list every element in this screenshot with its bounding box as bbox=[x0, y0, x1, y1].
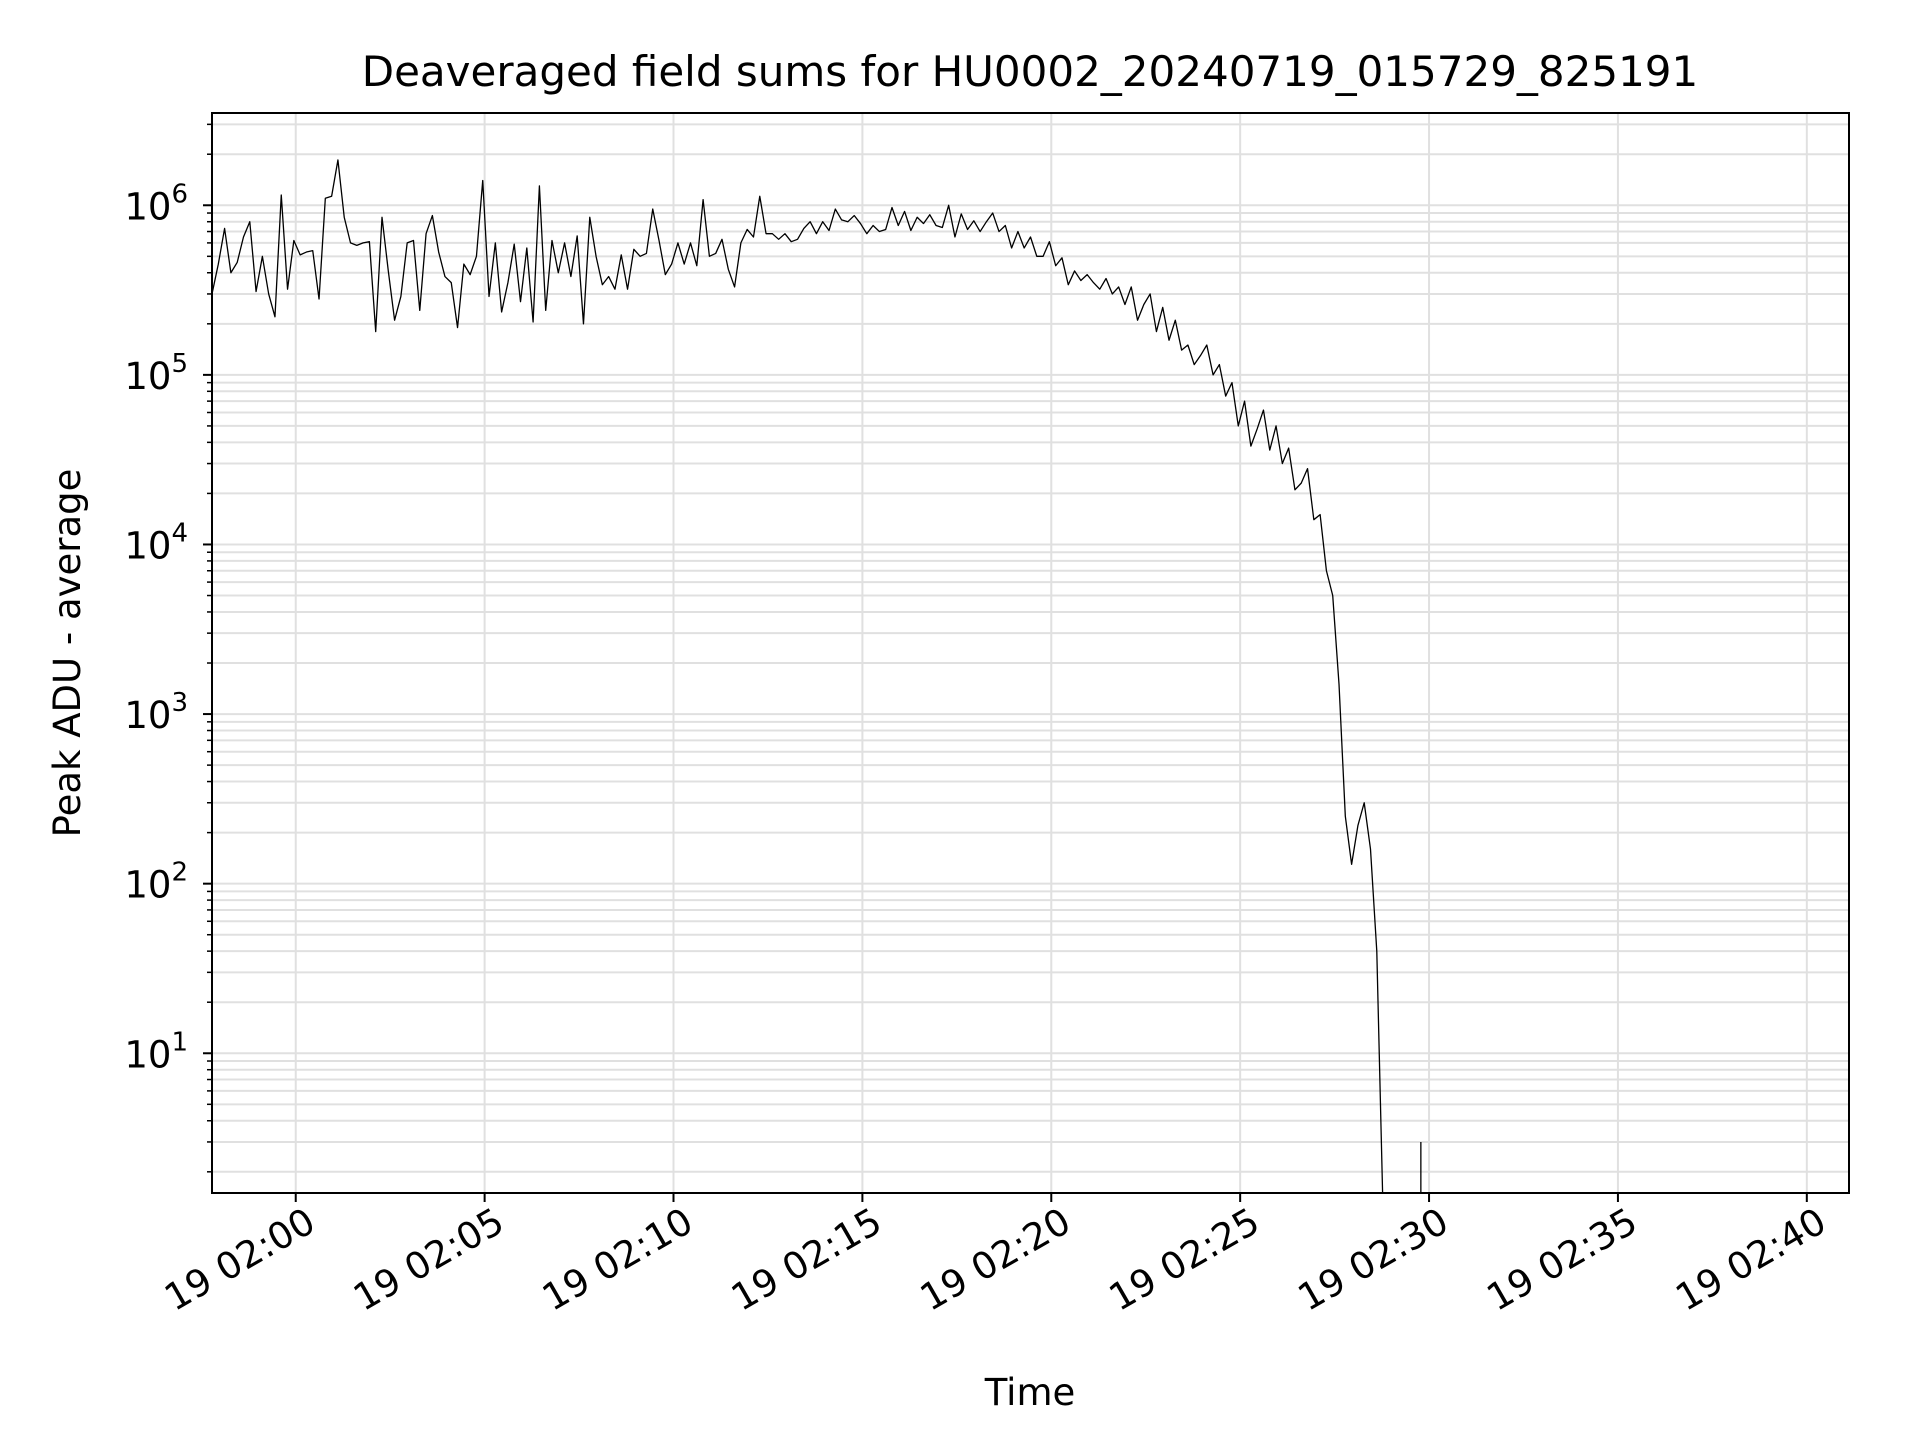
x-tick-label: 19 02:35 bbox=[1480, 1200, 1645, 1320]
plot-frame bbox=[211, 112, 1850, 1194]
grid-layer bbox=[212, 113, 1849, 1193]
y-axis-label: Peak ADU - average bbox=[46, 469, 89, 838]
y-tick-label: 103 bbox=[124, 688, 188, 737]
x-tick-label: 19 02:20 bbox=[913, 1200, 1078, 1320]
y-tick-label: 102 bbox=[124, 858, 188, 907]
chart-title: Deaveraged field sums for HU0002_2024071… bbox=[362, 47, 1699, 96]
y-tick-label: 104 bbox=[124, 518, 188, 567]
y-tick-label: 105 bbox=[124, 349, 188, 398]
x-tick-label: 19 02:15 bbox=[724, 1200, 889, 1320]
x-tick-label: 19 02:00 bbox=[157, 1200, 322, 1320]
y-tick-label: 106 bbox=[124, 179, 188, 228]
x-axis-label: Time bbox=[984, 1371, 1076, 1414]
x-tick-label: 19 02:40 bbox=[1669, 1200, 1834, 1320]
y-tick-label: 101 bbox=[124, 1027, 188, 1076]
x-tick-label: 19 02:30 bbox=[1291, 1200, 1456, 1320]
series-layer bbox=[212, 159, 1422, 1193]
x-tick-label: 19 02:25 bbox=[1102, 1200, 1267, 1320]
series-line-0 bbox=[212, 159, 1422, 1193]
x-tick-label: 19 02:10 bbox=[535, 1200, 700, 1320]
x-tick-label: 19 02:05 bbox=[346, 1200, 511, 1320]
